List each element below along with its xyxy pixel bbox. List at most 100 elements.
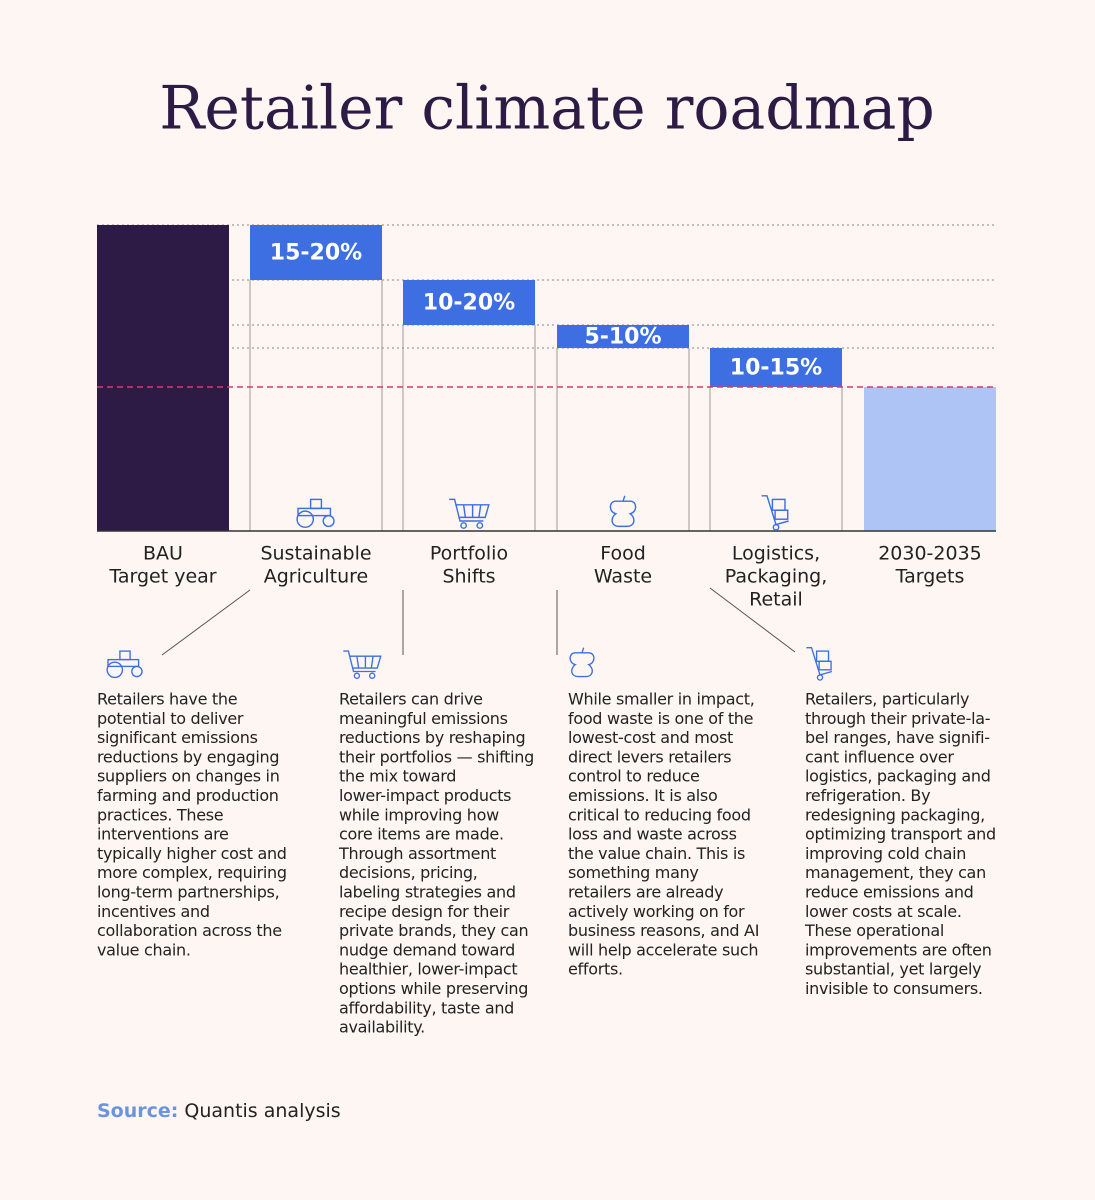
icon-part <box>296 510 315 529</box>
icon-part <box>761 495 789 526</box>
leader-line <box>709 587 796 653</box>
detail-text: redesigning packaging, <box>805 805 985 824</box>
detail-text: value chain. <box>97 940 191 959</box>
category-label: Waste <box>594 566 652 588</box>
leader-line <box>161 589 251 656</box>
step-bar <box>250 225 382 280</box>
category-label: Retail <box>749 589 803 611</box>
icon-part <box>353 672 361 679</box>
icon <box>806 647 833 681</box>
category-label: Shifts <box>442 566 495 588</box>
detail-text: efforts. <box>568 960 623 979</box>
icon-part <box>460 522 468 529</box>
icon <box>609 495 637 528</box>
detail-text: affordability, taste and <box>339 998 514 1017</box>
icon-part <box>609 495 637 528</box>
icon-part <box>806 647 833 676</box>
detail-text: critical to reducing food <box>568 805 751 824</box>
icon-part <box>476 522 484 529</box>
detail-text: refrigeration. By <box>805 786 930 805</box>
detail-text: reductions by reshaping <box>339 728 525 747</box>
detail-text: recipe design for their <box>339 902 510 921</box>
detail-text: typically higher cost and <box>97 844 287 863</box>
category-label: Sustainable <box>260 543 371 565</box>
detail-text: Through assortment <box>338 844 496 863</box>
icon <box>569 647 595 678</box>
source-label: Source: <box>97 1100 178 1122</box>
detail-text: suppliers on changes in <box>97 767 280 786</box>
detail-text: food waste is one of the <box>568 709 753 728</box>
detail-text: while improving how <box>339 805 499 824</box>
detail-text: logistics, packaging and <box>805 767 991 786</box>
detail-text: reduce emissions and <box>805 883 974 902</box>
detail-text: lowest-cost and most <box>568 728 733 747</box>
detail-text: bel ranges, have signifi- <box>805 728 990 747</box>
detail-text: cant influence over <box>805 747 954 766</box>
detail-text: labeling strategies and <box>339 883 516 902</box>
category-label: Logistics, <box>732 543 820 565</box>
icon-part <box>106 661 124 679</box>
detail-text: emissions. It is also <box>568 786 717 805</box>
icon <box>449 498 490 529</box>
bau-bar <box>97 225 229 531</box>
icon-part <box>449 498 490 522</box>
step-label: 5-10% <box>584 325 661 350</box>
detail-text: These operational <box>804 921 944 940</box>
detail-text: optimizing transport and <box>805 825 996 844</box>
step-label: 10-20% <box>423 291 515 316</box>
detail-text: farming and production <box>97 786 279 805</box>
icon-part <box>816 674 824 681</box>
detail-text: control to reduce <box>568 767 700 786</box>
detail-text: business reasons, and AI <box>568 921 759 940</box>
detail-text: actively working on for <box>568 902 745 921</box>
detail-text: availability. <box>339 1018 425 1037</box>
icon-part <box>343 650 382 673</box>
detail-text: decisions, pricing, <box>339 863 478 882</box>
icon-part <box>569 647 595 678</box>
detail-text: long-term partnerships, <box>97 883 279 902</box>
icon <box>296 498 335 529</box>
category-label: Target year <box>108 566 216 588</box>
detail-text: While smaller in impact, <box>568 690 755 709</box>
detail-text: meaningful emissions <box>339 709 508 728</box>
detail-text: improving cold chain <box>805 844 966 863</box>
detail-text: interventions are <box>97 825 229 844</box>
detail-text: significant emissions <box>97 728 258 747</box>
icon-part <box>772 523 780 531</box>
detail-text: Retailers have the <box>97 690 237 709</box>
step-label: 15-20% <box>270 241 362 266</box>
detail-text: direct levers retailers <box>568 747 731 766</box>
source: Source: Quantis analysis <box>97 1100 341 1122</box>
detail-text: through their private-la- <box>805 709 990 728</box>
detail-text: lower costs at scale. <box>805 902 962 921</box>
detail-text: something many <box>568 863 699 882</box>
detail-text: loss and waste across <box>568 825 737 844</box>
icon <box>343 650 382 679</box>
detail-text: Retailers can drive <box>339 690 483 709</box>
detail-text: nudge demand toward <box>339 940 515 959</box>
detail-text: collaboration across the <box>97 921 282 940</box>
icon-part <box>297 507 332 517</box>
target-bar <box>864 387 996 531</box>
step-bar <box>557 325 689 348</box>
icon <box>761 495 789 531</box>
detail-text: reductions by engaging <box>97 747 279 766</box>
category-label: BAU <box>143 543 183 565</box>
detail-text: management, they can <box>805 863 986 882</box>
icon-part <box>368 672 376 679</box>
title: Retailer climate roadmap <box>159 74 935 144</box>
icon-part <box>131 665 143 678</box>
detail-text: private brands, they can <box>339 921 528 940</box>
category-label: 2030-2035 <box>878 543 982 565</box>
detail-text: Retailers, particularly <box>805 690 969 709</box>
icon-part <box>322 514 335 528</box>
icon-part <box>818 660 832 671</box>
category-label: Agriculture <box>264 566 369 588</box>
step-bar <box>710 348 842 387</box>
category-label: Food <box>600 543 646 565</box>
detail-text: the value chain. This is <box>568 844 745 863</box>
detail-text: potential to deliver <box>97 709 244 728</box>
category-label: Targets <box>895 566 965 588</box>
